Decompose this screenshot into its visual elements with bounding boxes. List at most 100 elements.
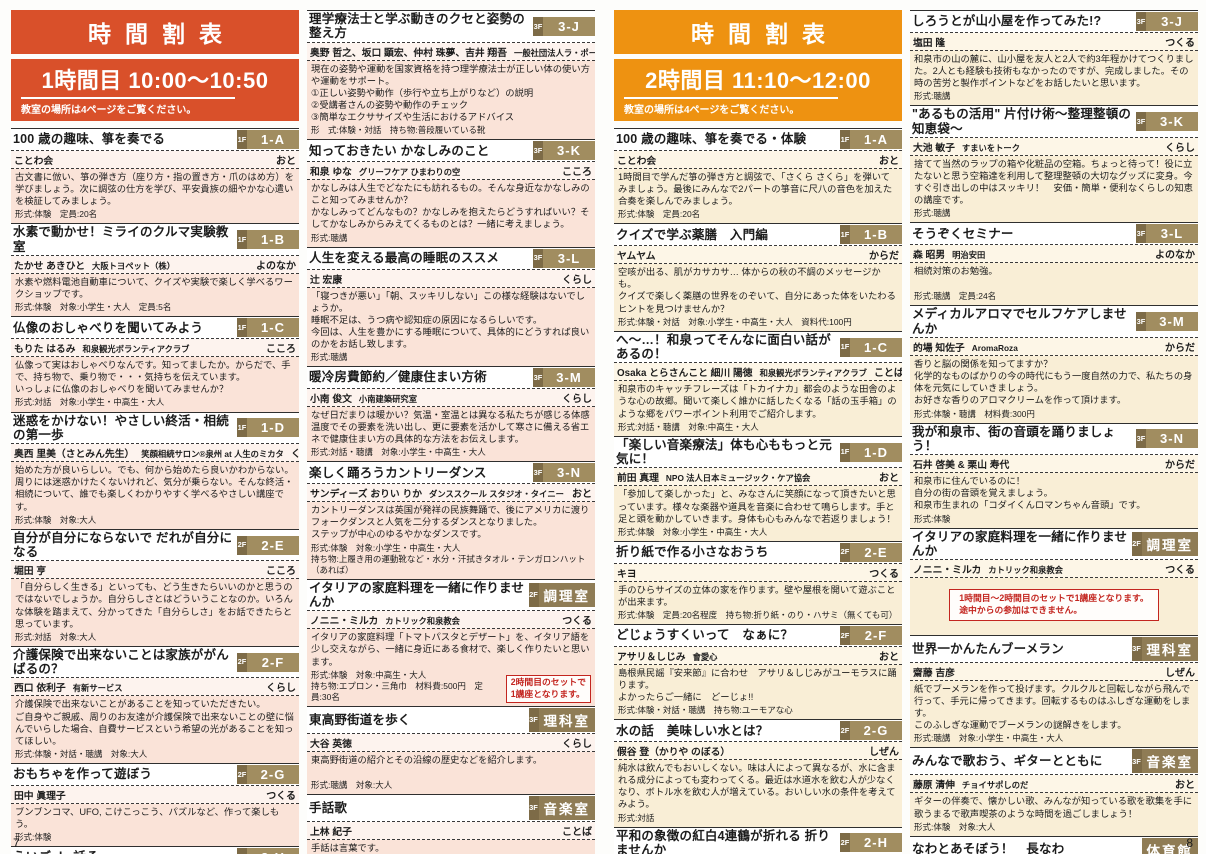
class-title: 「楽しい音楽療法」体も心ももっと元気に！: [616, 437, 832, 467]
class-entry: 100 歳の趣味、箏を奏でる 1F 1-A ことわ会 おと 古文書に倣い、箏の弾き方（座り…: [11, 128, 299, 224]
format-line: 形式:体験・対話・聴講 持ち物:ユーモアな心: [618, 705, 793, 716]
floor-icon: 2F: [840, 625, 850, 645]
class-title: 水素で動かせ！ミライのクルマ実験教室: [13, 225, 229, 254]
class-title: "あるもの活用" 片付け術～整理整頓の知恵袋～: [912, 107, 1132, 136]
format-lines: 形式:対話 対象:小学生・中高生・大人: [15, 397, 295, 408]
presenter-organization: 一般社団法人ラ・ポーズヴィレッジ: [514, 47, 595, 58]
class-title: そうぞくセミナー: [912, 226, 1014, 241]
category-tag: よのなか: [256, 261, 296, 273]
room-code: 2-H: [850, 833, 902, 853]
entry-body: 和泉市のキャッチフレーズは「トカイナカ」都会のような田舎のような心の故郷。聞いて…: [614, 381, 902, 436]
class-description: 純水は飲んでもおいしくない。味は人によって異なるが、水に含まれる成分によっても変…: [618, 763, 896, 810]
page-7-columns: 時間割表 1時間目 10:00～10:50 教室の場所は4ページをご覧ください。…: [11, 10, 596, 854]
class-entry: なわとあそぼう！ 長なわ体育館北田 和美MK3プロジェクトからだなわとあそんで「…: [910, 835, 1198, 854]
entry-body: 島根県民謡『安来節』に合わせ アサリ＆しじみがユーモラスに踊ります。 よかったら…: [614, 664, 902, 720]
presenter-organization: グリーフケア ひまわりの空: [358, 167, 461, 178]
format-row: 形式:聴講 対象:小学生・中高生・大人: [914, 733, 1194, 744]
class-description: カントリーダンスは英国が発祥の民族舞踊で、後にアメリカに渡りフォークダンスと人気…: [311, 505, 590, 540]
format-line: 持ち物:エプロン・三角巾 材料費:500円 定員:30名: [311, 680, 483, 702]
room-code: 1-A: [850, 130, 902, 149]
category-tag: おと: [879, 651, 899, 663]
room-code: 3-N: [543, 463, 595, 483]
presenter-name: 奥西 里美（さとみん先生）: [14, 449, 135, 461]
format-lines: 形式:対話 対象:大人: [15, 632, 295, 643]
class-entry: 人生を変える最高の睡眠のススメ 3F 3-L 辻 宏康 くらし 「寝つきが悪い」「朝、スッ…: [307, 246, 595, 366]
format-lines: 形式:体験: [15, 832, 295, 843]
presenter-row: 辻 宏康 くらし: [307, 269, 595, 288]
class-title: 人生を変える最高の睡眠のススメ: [309, 250, 500, 265]
room-code: 2-F: [247, 652, 299, 672]
room-code: 音楽室: [1141, 749, 1198, 774]
presenter-name: ノニニ・ミルカ: [310, 616, 379, 628]
room-code: 3-N: [1146, 429, 1198, 449]
class-title: 世界一かんたんブーメラン: [912, 641, 1064, 656]
presenter-organization: NPO 法人日本ミュージック・ケア協会: [665, 473, 811, 484]
category-tag: おと: [879, 156, 899, 167]
presenter-name: サンディーズ おりい りか: [310, 489, 423, 501]
presenter-organization: チョイサポしのだ: [961, 780, 1029, 791]
presenter-row: 小南 俊文 小南建築研究室 くらし: [307, 388, 595, 407]
entry-title-row: えいご de 話そ 2F2-H: [11, 847, 299, 854]
entry-body: 和泉市の山の麓に、山小屋を友人と2人で約3年程かけてつくりました。2人とも経験も…: [910, 51, 1198, 106]
class-title: なわとあそぼう！ 長なわ: [912, 842, 1065, 854]
entry-title-row: 「楽しい音楽療法」体も心ももっと元気に！ 1F 1-D: [614, 436, 902, 469]
entry-title-row: 東高野街道を歩く 3F 理科室: [307, 706, 595, 734]
class-description: 仏像って実はおしゃべりなんです。知ってましたか。からだで、手で、持ち物で、乗り物…: [15, 360, 291, 395]
entry-body: 香りと脳の関係を知ってますか？ 化学的なものばかりの今の時代にもう一度自然の力で…: [910, 356, 1198, 423]
presenter-row: 藤原 清伸 チョイサポしのだ おと: [910, 775, 1198, 794]
category-tag: ことば: [562, 826, 592, 838]
format-lines: 形式:体験 対象:大人: [15, 515, 295, 526]
room-code: 3-K: [543, 141, 595, 161]
format-line: 形式:体験 対象:小学生・大人 定員:5名: [15, 302, 172, 313]
page-7-left-column: 時間割表 1時間目 10:00～10:50 教室の場所は4ページをご覧ください。…: [11, 10, 299, 854]
entry-body: 1時間目で学んだ箏の弾き方と調弦で、「さくら さくら」を弾いてみましょう。最後に…: [614, 169, 902, 224]
presenter-name: 前田 真理: [617, 473, 659, 485]
format-line: 形式:聴講: [914, 208, 951, 219]
class-entry: 水素で動かせ！ミライのクルマ実験教室 1F 1-B たかせ あきひと 大阪トヨペット（株…: [11, 223, 299, 317]
presenter-organization: 大阪トヨペット（株）: [92, 261, 175, 272]
room-badge: 3F 3-N: [533, 463, 595, 483]
category-tag: こころ: [266, 344, 296, 356]
entry-body: 純水は飲んでもおいしくない。味は人によって異なるが、水に含まれる成分によっても変…: [614, 760, 902, 827]
class-entry: へ～…！和泉ってそんなに面白い話があるの！ 1F 1-C Osaka とらさんこと 細…: [614, 330, 902, 436]
entry-title-row: クイズで学ぶ薬膳 入門編 1F 1-B: [614, 224, 902, 247]
page-8-right-column: しろうとが山小屋を作ってみた!? 3F 3-J 塩田 隆つくる 和泉市の山の麓に、山小屋…: [910, 10, 1198, 854]
format-row: 形式:体験 対象:小学生・大人 定員:5名: [15, 302, 295, 313]
class-entry: 迷惑をかけない！やさしい終活・相続の第一歩 1F 1-D 奥西 里美（さとみん先生） 笑…: [11, 411, 299, 529]
presenter-name: 的場 知佐子: [913, 343, 965, 355]
class-entry: 我が和泉市、街の音頭を踊りましょう！ 3F 3-N 石井 啓美 & 栗山 寿代 からだ和…: [910, 422, 1198, 528]
class-description: 東高野街道の紹介とその沿線の歴史などを紹介します。: [311, 754, 543, 765]
room-badge: 2F 2-E: [237, 535, 299, 555]
class-entry: 平和の象徴の紅白4連鶴が折れる 折りませんか2F2-Hみつい切り紙ハート5つくる…: [614, 826, 902, 854]
floor-icon: 1F: [840, 337, 850, 357]
entry-title-row: そうぞくセミナー 3F 3-L: [910, 223, 1198, 246]
format-lines: 形式:体験・対話・聴講 持ち物:ユーモアな心: [618, 705, 898, 716]
format-line: 形式:体験: [15, 832, 52, 842]
presenter-row: 上林 紀子 ことば: [307, 821, 595, 840]
entry-title-row: しろうとが山小屋を作ってみた!? 3F 3-J: [910, 11, 1198, 33]
floor-icon: 3F: [1131, 749, 1142, 774]
class-entry: 「楽しい音楽療法」体も心ももっと元気に！ 1F 1-D 前田 真理 NPO 法人日本ミュ…: [614, 435, 902, 541]
location-note: 教室の場所は4ページをご覧ください。: [624, 97, 839, 116]
class-description: 島根県民謡『安来節』に合わせ アサリ＆しじみがユーモラスに踊ります。 よかったら…: [618, 667, 897, 703]
format-lines: 形式:対話・聴講 対象:小学生・中高生・大人: [311, 447, 591, 458]
category-tag: つくる: [1165, 38, 1195, 49]
room-badge: 3F 3-N: [1136, 429, 1198, 449]
period-banner: 2時間目 11:10～12:00 教室の場所は4ページをご覧ください。: [614, 59, 902, 121]
class-description: ブンブンコマ、UFO, こけこっこう、パズルなど、作って楽しもう。: [15, 806, 280, 829]
presenter-name: 西口 依利子: [14, 683, 66, 695]
class-description: なぜ日だまりは暖かい？気温・室温とは異なる私たちが感じる体感温度でその要素を洗い…: [311, 409, 590, 445]
presenter-organization: 和泉観光ボランティアクラブ: [759, 368, 867, 379]
floor-icon: 3F: [1136, 224, 1146, 244]
presenter-row: キヨ つくる: [614, 563, 902, 582]
floor-icon: 3F: [528, 707, 539, 732]
class-entry: どじょうすくいって なぁに？ 2F 2-F アサリ＆しじみ 會愛心 おと 島根県民謡『安来節…: [614, 623, 902, 720]
page-number: 7: [13, 836, 20, 850]
format-row: 形式:体験 対象:大人: [914, 822, 1194, 833]
class-entry: 東高野街道を歩く 3F 理科室 大谷 英徳 くらし 東高野街道の紹介とその沿線の歴史などを…: [307, 705, 595, 794]
entry-body: 仏像って実はおしゃべりなんです。知ってましたか。からだで、手で、持ち物で、乗り物…: [11, 357, 299, 412]
floor-icon: 1F: [237, 230, 247, 250]
format-line: 形式:聴講 定員:24名: [914, 291, 997, 302]
presenter-name: 森 昭男: [913, 250, 946, 262]
